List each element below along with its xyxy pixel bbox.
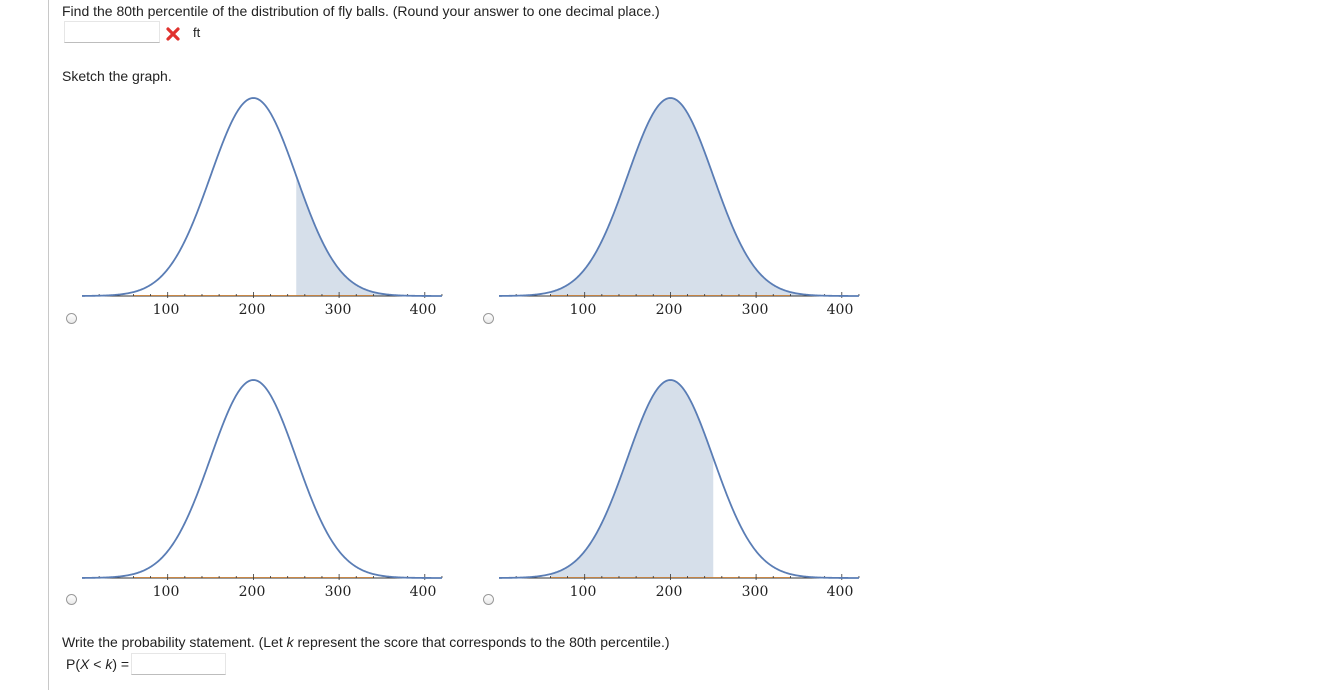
lt-sign: < bbox=[89, 656, 106, 672]
tick-label: 200 bbox=[655, 302, 683, 318]
graph-option-d bbox=[499, 372, 879, 602]
normal-curve bbox=[499, 97, 859, 297]
tick-label: 300 bbox=[324, 302, 352, 318]
probability-prompt-before: Write the probability statement. (Let bbox=[62, 634, 287, 650]
option-a-radio[interactable] bbox=[66, 313, 77, 324]
tick-label: 300 bbox=[741, 584, 769, 600]
tick-label: 400 bbox=[826, 302, 854, 318]
probability-statement-label: P(X < k) = bbox=[66, 656, 129, 672]
probability-prompt-var: k bbox=[286, 634, 294, 650]
probability-answer-input[interactable] bbox=[131, 653, 226, 675]
probability-prompt: Write the probability statement. (Let k … bbox=[62, 633, 670, 651]
tick-label: 200 bbox=[655, 584, 683, 600]
option-b-radio[interactable] bbox=[483, 313, 494, 324]
probability-prompt-after: represent the score that corresponds to … bbox=[293, 634, 670, 650]
percentile-question: Find the 80th percentile of the distribu… bbox=[62, 3, 660, 19]
option-d-radio[interactable] bbox=[483, 594, 494, 605]
shaded-area bbox=[550, 380, 714, 578]
k-var: k bbox=[105, 656, 113, 672]
shaded-area bbox=[550, 98, 859, 296]
tick-label: 100 bbox=[569, 584, 597, 600]
normal-curve bbox=[82, 379, 442, 579]
x-var: X bbox=[80, 656, 90, 672]
graph-option-b bbox=[499, 90, 879, 320]
normal-curve bbox=[82, 97, 442, 297]
tick-label: 100 bbox=[569, 302, 597, 318]
tick-label: 200 bbox=[238, 302, 266, 318]
tick-label: 300 bbox=[324, 584, 352, 600]
incorrect-x-icon bbox=[166, 27, 180, 41]
tick-label: 300 bbox=[741, 302, 769, 318]
tick-label: 200 bbox=[238, 584, 266, 600]
normal-curve bbox=[499, 379, 859, 579]
tick-label: 100 bbox=[152, 302, 180, 318]
tick-label: 400 bbox=[409, 302, 437, 318]
tick-label: 400 bbox=[409, 584, 437, 600]
graph-option-a bbox=[82, 90, 462, 320]
shaded-area bbox=[296, 175, 442, 296]
p-close: ) = bbox=[112, 656, 130, 672]
percentile-answer-input[interactable] bbox=[64, 21, 160, 43]
tick-label: 400 bbox=[826, 584, 854, 600]
unit-label: ft bbox=[193, 25, 201, 40]
left-margin-rule bbox=[48, 0, 49, 690]
tick-label: 100 bbox=[152, 584, 180, 600]
option-c-radio[interactable] bbox=[66, 594, 77, 605]
p-open: P( bbox=[66, 656, 80, 672]
graph-option-c bbox=[82, 372, 462, 602]
sketch-prompt: Sketch the graph. bbox=[62, 68, 172, 84]
